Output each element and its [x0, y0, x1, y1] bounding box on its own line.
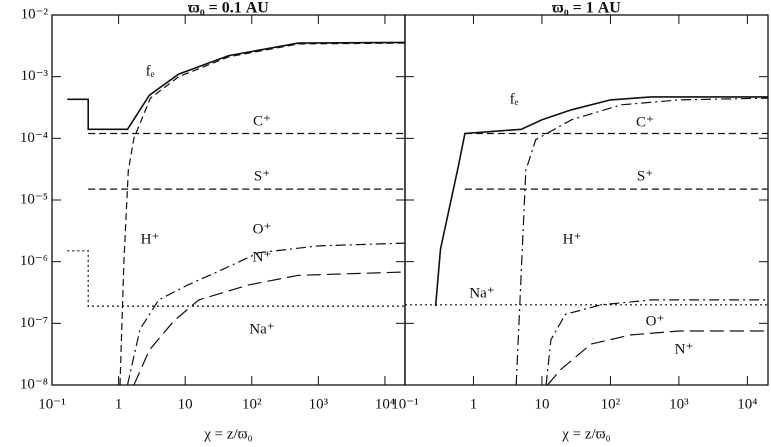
series-label: H⁺ [563, 231, 582, 247]
y-tick-label: 10⁻⁶ [20, 253, 48, 269]
x-tick-label: 10⁴ [737, 396, 757, 412]
x-tick-label: 1 [115, 396, 123, 412]
series-line [119, 42, 406, 386]
series-label: O⁺ [253, 221, 272, 237]
series-label: N⁺ [675, 341, 694, 357]
x-tick-label: 10³ [309, 396, 329, 412]
series-label: S⁺ [254, 168, 270, 184]
series-line [126, 242, 406, 386]
plot-frame [404, 14, 769, 386]
series-line [515, 97, 769, 386]
panel-title: ϖ₀ = 0.1 AU [188, 0, 269, 17]
series-label: N⁺ [253, 249, 272, 265]
series-line [67, 41, 406, 131]
series-label: fₑ [510, 91, 519, 107]
x-axis-label: χ = z/ϖ₀ [561, 426, 611, 442]
y-tick-label: 10⁻⁵ [20, 191, 48, 207]
x-tick-label: 10² [242, 396, 262, 412]
series-label: Na⁺ [469, 285, 494, 301]
series-label: Na⁺ [249, 321, 274, 337]
x-tick-label: 10³ [669, 396, 689, 412]
series-label: H⁺ [141, 231, 160, 247]
series-line [67, 250, 405, 307]
x-tick-label: 1 [470, 396, 478, 412]
series-line [546, 330, 768, 386]
series-label: fₑ [146, 63, 155, 79]
x-tick-label: 10 [534, 396, 549, 412]
series-label: O⁺ [646, 313, 665, 329]
x-tick-label: 10 [178, 396, 193, 412]
x-tick-label: 10⁻¹ [38, 396, 65, 412]
y-tick-label: 10⁻⁷ [20, 315, 48, 331]
plot-frame [51, 14, 406, 386]
x-tick-label: 10² [601, 396, 621, 412]
y-tick-label: 10⁻⁴ [20, 130, 48, 146]
y-tick-label: 10⁻² [21, 6, 49, 22]
series-line [434, 96, 768, 307]
series-line [545, 299, 768, 386]
panel-title: ϖ₀ = 1 AU [552, 0, 621, 17]
y-tick-label: 10⁻⁸ [20, 376, 48, 392]
x-tick-label: 10⁴ [375, 396, 395, 412]
x-axis-label: χ = z/ϖ₀ [203, 426, 253, 442]
series-line [133, 271, 406, 386]
series-label: C⁺ [253, 113, 271, 129]
y-tick-label: 10⁻³ [21, 68, 49, 84]
series-label: C⁺ [636, 114, 654, 130]
series-label: S⁺ [637, 168, 653, 184]
x-tick-label: 10⁻¹ [391, 396, 418, 412]
